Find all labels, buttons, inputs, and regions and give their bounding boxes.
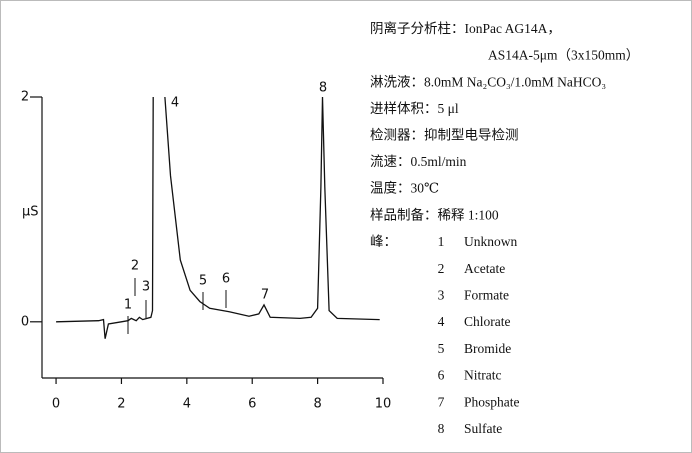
x-tick-label: 0 xyxy=(52,397,60,412)
peak-number: 7 xyxy=(438,394,445,409)
y-tick-label: 0 xyxy=(21,314,29,329)
peak-name: Unknown xyxy=(464,234,517,249)
peak-number: 8 xyxy=(438,421,445,436)
peak-label: 1 xyxy=(124,298,132,313)
note: 样品制备：稀释 1:100 xyxy=(370,206,499,222)
peak-label: 4 xyxy=(171,96,179,111)
peak-label: 6 xyxy=(222,272,230,287)
y-axis-label: μS xyxy=(22,205,39,220)
x-tick-label: 6 xyxy=(248,397,256,412)
note: 流速：0.5ml/min xyxy=(370,154,467,169)
peak-label: 7 xyxy=(261,288,269,303)
peak-name: Phosphate xyxy=(464,394,520,409)
trace xyxy=(56,96,380,339)
peak-number: 6 xyxy=(438,368,445,383)
note: 进样体积：5 μl xyxy=(370,101,459,116)
peak-label: 3 xyxy=(142,280,150,295)
peak-label: 2 xyxy=(131,259,139,274)
peak-name: Chlorate xyxy=(464,314,511,329)
peak-number: 3 xyxy=(438,287,445,302)
note: 温度：30℃ xyxy=(370,181,439,196)
peak-number: 4 xyxy=(438,314,445,329)
peak-name: Bromide xyxy=(464,341,511,356)
peak-number: 5 xyxy=(438,341,445,356)
peak-name: Formate xyxy=(464,287,509,302)
x-tick-label: 2 xyxy=(117,397,125,412)
x-tick-label: 4 xyxy=(183,397,191,412)
note: 淋洗液：8.0mM Na₂CO₃/1.0mM NaHCO₃ xyxy=(370,74,606,89)
peak-name: Sulfate xyxy=(464,421,502,436)
peak-number: 1 xyxy=(438,234,445,249)
x-tick-label: 8 xyxy=(313,397,321,412)
note: 检测器：抑制型电导检测 xyxy=(370,127,519,142)
peak-number: 2 xyxy=(438,261,445,276)
peak-label: 5 xyxy=(199,274,207,289)
peak-label: 8 xyxy=(319,81,327,96)
peaks-heading: 峰： xyxy=(370,234,397,249)
x-tick-label: 10 xyxy=(375,397,392,412)
y-tick-label: 2 xyxy=(21,90,29,105)
note: AS14A-5μm（3x150mm） xyxy=(488,48,639,63)
peak-name: Acetate xyxy=(464,261,505,276)
peak-name: Nitratc xyxy=(464,368,501,383)
note: 阴离子分析柱：IonPac AG14A， xyxy=(370,20,561,36)
